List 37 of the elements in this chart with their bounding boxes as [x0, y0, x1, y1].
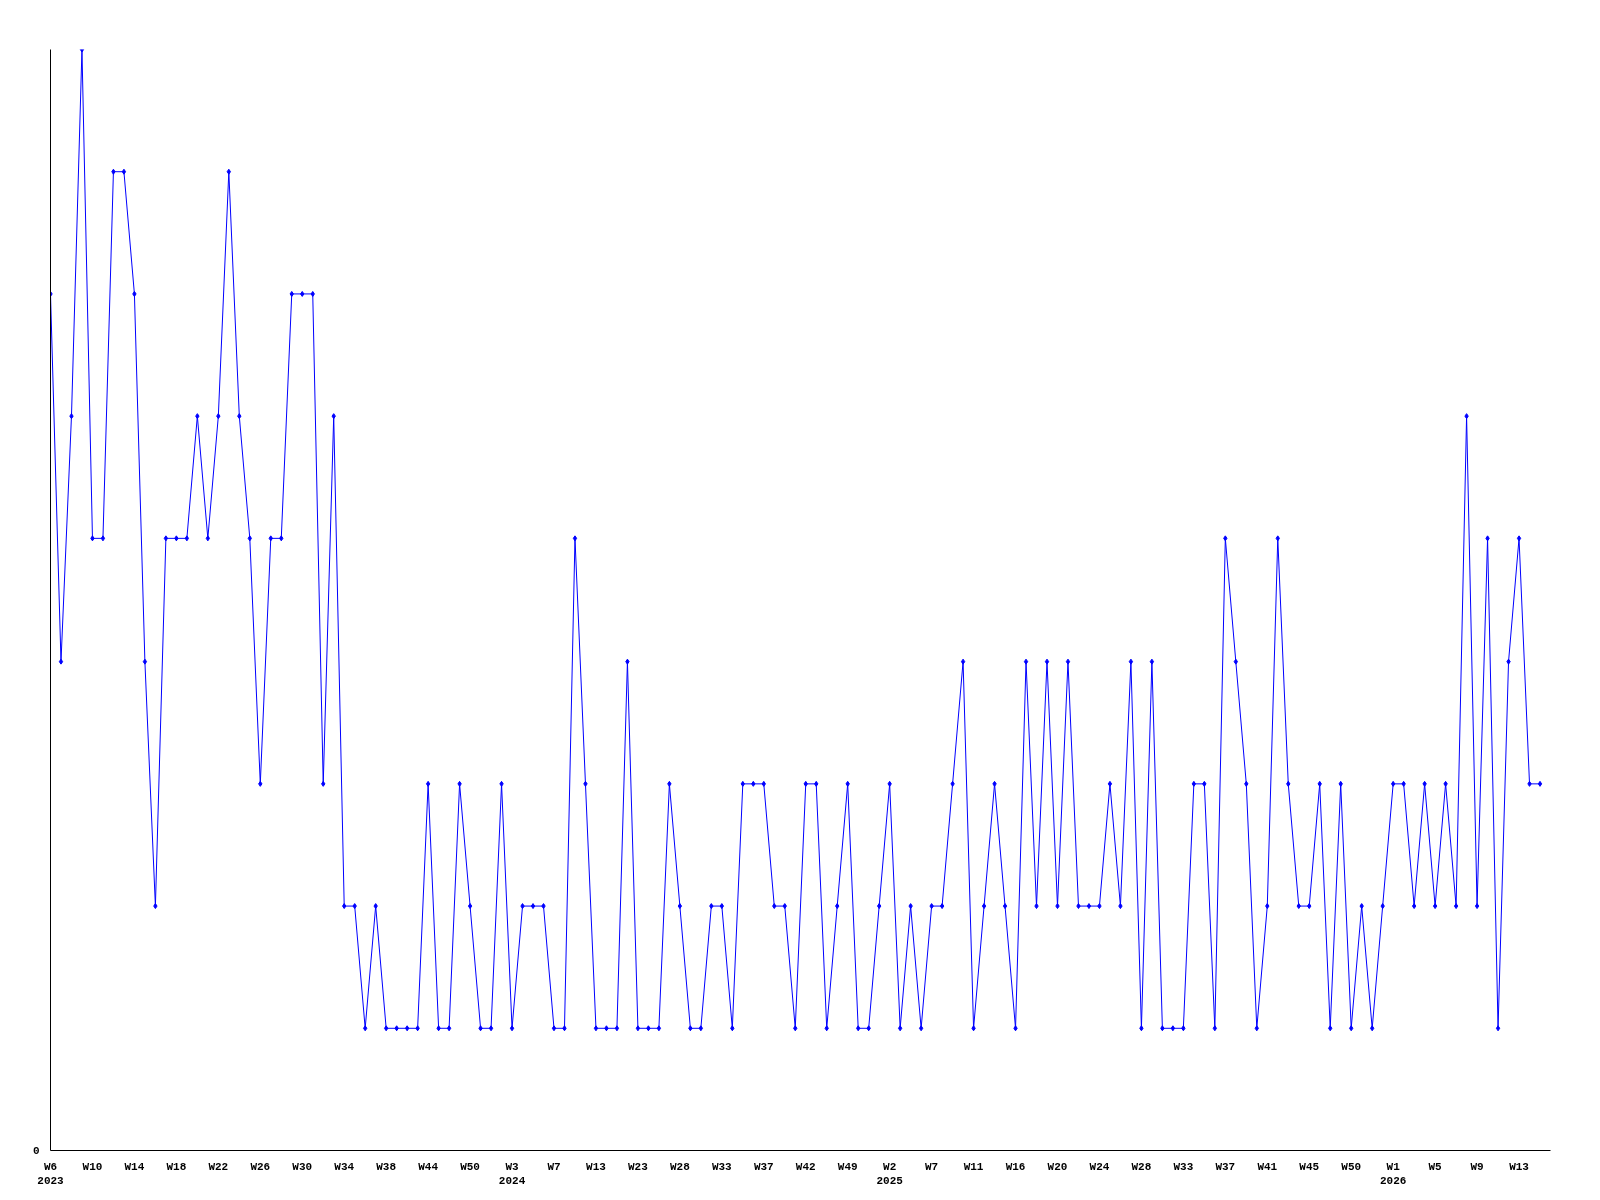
x-tick-label: W28 — [1131, 1160, 1152, 1173]
x-tick-label: W14 — [124, 1160, 145, 1173]
x-tick-label: W28 — [669, 1160, 691, 1173]
x-tick-label: W6 2023 — [37, 1160, 65, 1187]
x-tick-label: W44 — [418, 1160, 439, 1173]
x-tick-label: W2 2025 — [876, 1160, 904, 1187]
x-tick-label: W3 2024 — [498, 1160, 526, 1187]
x-tick-label: W13 — [1509, 1160, 1530, 1173]
text: 0 — [32, 1145, 40, 1157]
x-tick-label: W30 — [292, 1160, 313, 1173]
x-tick-label: W22 — [208, 1160, 229, 1173]
x-tick-label: W37 — [1215, 1160, 1236, 1173]
x-tick-label: W34 — [334, 1160, 355, 1173]
x-tick-label: W20 — [1047, 1160, 1068, 1173]
x-tick-label: W45 — [1299, 1160, 1320, 1173]
x-tick-label: W37 — [753, 1160, 774, 1173]
x-tick-label: W24 — [1089, 1160, 1110, 1173]
x-tick-label: W16 — [1005, 1160, 1026, 1173]
x-tick-label: W5 — [1428, 1160, 1443, 1173]
x-tick-label: W50 — [460, 1160, 480, 1173]
x-tick-label: W13 — [586, 1160, 607, 1173]
x-tick-label: W42 — [795, 1160, 816, 1173]
x-tick-label: W23 — [628, 1160, 649, 1173]
x-tick-label: W9 — [1470, 1160, 1484, 1173]
x-tick-label: W10 — [82, 1160, 103, 1173]
x-tick-label: W50 — [1341, 1160, 1362, 1173]
x-tick-label: W11 — [963, 1160, 984, 1173]
x-tick-label: W26 — [250, 1160, 271, 1173]
x-tick-label: W49 — [837, 1160, 858, 1173]
x-tick-label: W33 — [1173, 1160, 1194, 1173]
x-tick-label: W33 — [711, 1160, 733, 1173]
x-tick-label: W7 — [925, 1160, 939, 1173]
x-tick-label: W1 2026 — [1379, 1160, 1407, 1187]
x-tick-label: W38 — [376, 1160, 397, 1173]
x-tick-label: W41 — [1257, 1160, 1278, 1173]
x-tick-label: W7 — [547, 1160, 561, 1173]
x-tick-label: W18 — [166, 1160, 187, 1173]
